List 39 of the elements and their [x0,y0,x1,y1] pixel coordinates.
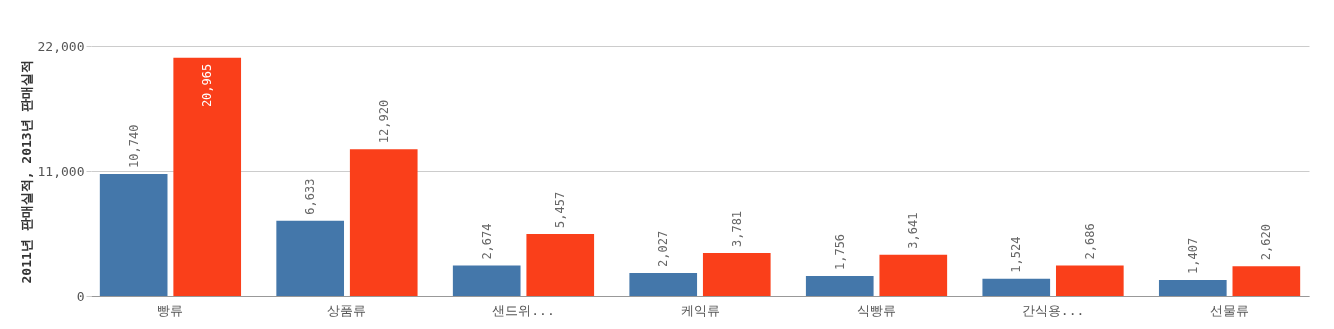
bar [99,173,168,296]
x-tick-label: 선물류 [1210,302,1250,318]
data-label: 2,686 [1082,223,1097,260]
y-tick-label: 0 [76,288,85,304]
data-label: 1,756 [832,233,847,271]
data-label: 1,407 [1185,237,1200,275]
y-axis-title: 2011년 판매실적, 2013년 판매실적 [18,59,34,284]
bar [173,57,242,296]
x-tick-label: 빵류 [157,302,184,318]
data-label: 3,781 [729,210,744,248]
data-label: 2,674 [479,223,494,260]
bar [1158,280,1227,296]
data-label: 2,620 [1259,224,1274,261]
y-tick-label: 22,000 [37,38,85,54]
bar [349,149,418,296]
bar [452,265,521,296]
x-tick-label: 케익류 [680,302,720,318]
data-label: 6,633 [303,178,318,215]
data-label: 12,920 [376,99,391,144]
bar [982,278,1051,296]
y-tick-label: 11,000 [37,163,85,179]
data-label: 10,740 [126,124,141,168]
data-label: 1,524 [1009,236,1024,273]
data-label: 5,457 [553,191,568,228]
x-tick-label: 샌드위... [492,302,555,318]
bar [805,276,874,296]
data-label: 3,641 [906,212,921,249]
bar [879,254,948,296]
data-label: 2,027 [656,230,671,267]
bar [276,220,345,296]
x-tick-label: 상품류 [327,302,367,318]
bar [629,272,698,296]
bar [1055,265,1124,296]
bar [702,253,771,296]
x-tick-label: 간식용... [1021,302,1085,318]
bar [526,233,595,296]
data-label: 20,965 [200,63,215,108]
x-tick-label: 식빵류 [857,302,897,318]
bar [1232,266,1301,296]
